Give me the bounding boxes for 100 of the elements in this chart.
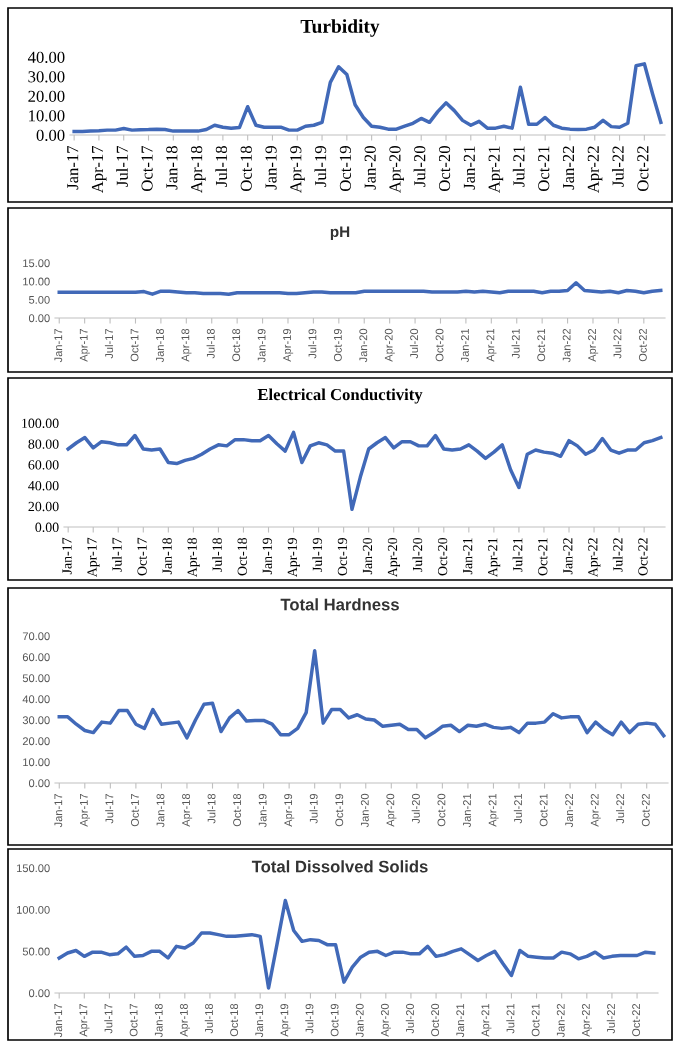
x-tick-label: Apr-18 — [191, 146, 206, 194]
x-tick-label: Jul-18 — [212, 537, 222, 572]
line-series — [57, 281, 663, 296]
x-tick-label: Apr-18 — [179, 1003, 190, 1037]
x-tick-label: Oct-22 — [638, 328, 647, 362]
x-tick-label: Jan-21 — [463, 146, 475, 190]
x-tick-label: Oct-19 — [337, 537, 348, 576]
y-tick-label: 20.00 — [28, 90, 65, 103]
y-tick-label: 10.00 — [29, 110, 65, 122]
x-tick-label: Apr-18 — [187, 537, 200, 578]
x-tick-label: Apr-21 — [488, 793, 499, 827]
x-tick-label: Jul-21 — [511, 328, 520, 359]
x-tick-label: Oct-21 — [537, 328, 546, 362]
x-tick-label: Jan-22 — [562, 146, 575, 190]
y-tick-label: 100.00 — [17, 905, 50, 914]
x-tick-label: Oct-17 — [129, 1003, 138, 1037]
y-tick-label: 40.00 — [27, 51, 65, 64]
x-tick-label: Jul-18 — [204, 1003, 213, 1034]
x-tick-label: Jan-18 — [162, 537, 172, 575]
x-tick-label: Jan-20 — [355, 1003, 364, 1038]
x-tick-label: Apr-22 — [588, 328, 599, 362]
x-tick-label: Jul-20 — [412, 537, 423, 572]
y-tick-label: 80.00 — [28, 439, 59, 449]
x-tick-label: Apr-19 — [283, 328, 294, 362]
x-tick-label: Jan-17 — [54, 328, 63, 363]
x-tick-label: Apr-20 — [384, 328, 395, 362]
y-tick-label: 30.00 — [22, 716, 50, 725]
x-tick-label: Oct-22 — [637, 146, 649, 192]
y-tick-label: 50.00 — [22, 947, 50, 956]
line-series — [57, 648, 666, 740]
chart-title: Electrical Conductivity — [257, 388, 423, 404]
x-tick-label: Oct-19 — [339, 146, 352, 192]
x-tick-label: Jul-22 — [611, 146, 624, 187]
x-tick-label: Jul-17 — [104, 328, 114, 359]
x-tick-label: Jul-18 — [206, 328, 215, 359]
x-tick-label: Jan-18 — [166, 146, 178, 190]
x-tick-label: Oct-18 — [237, 537, 247, 576]
x-tick-label: Jan-22 — [565, 793, 574, 828]
x-tick-label: Apr-18 — [182, 793, 193, 827]
x-tick-label: Jan-18 — [154, 1003, 163, 1038]
y-tick-label: 20.00 — [22, 737, 50, 746]
x-tick-label: Oct-17 — [141, 145, 153, 192]
y-tick-label: 70.00 — [22, 632, 50, 641]
x-tick-label: Apr-19 — [287, 537, 300, 578]
x-tick-label: Oct-17 — [137, 537, 147, 576]
x-tick-label: Jul-19 — [309, 793, 318, 824]
x-tick-label: Jul-20 — [405, 1003, 414, 1034]
x-tick-label: Apr-22 — [588, 538, 601, 578]
x-tick-label: Oct-20 — [437, 537, 448, 576]
x-tick-label: Jan-21 — [461, 328, 469, 363]
x-tick-label: Oct-22 — [641, 793, 650, 827]
x-tick-label: Jan-20 — [359, 328, 368, 363]
x-tick-label: Jan-20 — [360, 793, 369, 828]
x-tick-label: Oct-17 — [131, 793, 139, 827]
y-tick-label: 60.00 — [28, 460, 59, 470]
x-tick-label: Apr-17 — [79, 328, 90, 362]
x-tick-label: Jan-20 — [364, 146, 376, 190]
y-tick-label: 150.00 — [17, 864, 50, 873]
line-series — [72, 62, 663, 134]
y-tick-label: 5.00 — [28, 295, 50, 304]
x-tick-label: Apr-21 — [481, 1003, 492, 1037]
x-tick-label: Apr-17 — [79, 1003, 90, 1037]
x-tick-label: Apr-22 — [581, 1003, 592, 1037]
x-tick-label: Jul-22 — [606, 1003, 615, 1034]
line-series — [66, 430, 663, 512]
chart-title: Total Hardness — [280, 598, 399, 611]
x-tick-label: Jan-19 — [255, 1003, 264, 1038]
x-tick-label: Oct-17 — [130, 328, 139, 362]
x-tick-label: Oct-18 — [233, 793, 242, 827]
x-tick-label: Jan-17 — [54, 793, 63, 828]
x-tick-label: Apr-22 — [590, 793, 601, 827]
x-tick-label: Jul-19 — [308, 328, 317, 359]
x-tick-label: Oct-19 — [330, 1003, 339, 1037]
x-tick-label: Jul-22 — [615, 793, 625, 824]
x-tick-label: Jul-17 — [104, 1003, 113, 1034]
x-tick-label: Apr-19 — [290, 146, 305, 194]
y-tick-label: 40.00 — [28, 480, 59, 491]
y-tick-label: 0.00 — [28, 314, 50, 323]
y-tick-label: 30.00 — [28, 71, 65, 83]
x-tick-label: Jul-20 — [413, 146, 426, 187]
x-tick-label: Oct-21 — [538, 146, 550, 192]
y-tick-label: 20.00 — [28, 501, 59, 512]
x-tick-label: Oct-21 — [531, 1003, 540, 1037]
x-tick-label: Apr-17 — [91, 145, 107, 194]
x-tick-label: Oct-20 — [431, 1003, 440, 1037]
line-series — [57, 898, 656, 990]
y-tick-label: 10.00 — [23, 758, 50, 767]
x-tick-label: Jan-19 — [257, 328, 266, 363]
x-tick-label: Apr-17 — [80, 793, 90, 827]
x-tick-label: Jan-17 — [54, 1003, 63, 1038]
x-tick-label: Apr-21 — [488, 146, 504, 194]
x-tick-label: Jul-18 — [215, 146, 228, 187]
y-tick-label: 0.00 — [35, 522, 59, 533]
x-tick-label: Apr-20 — [389, 146, 404, 194]
x-tick-label: Apr-18 — [181, 328, 192, 362]
chart-title: Turbidity — [300, 19, 380, 37]
y-tick-label: 100.00 — [22, 418, 59, 429]
x-tick-label: Jul-19 — [314, 146, 327, 187]
x-tick-label: Jan-17 — [62, 537, 72, 575]
x-tick-label: Apr-19 — [280, 1003, 291, 1037]
